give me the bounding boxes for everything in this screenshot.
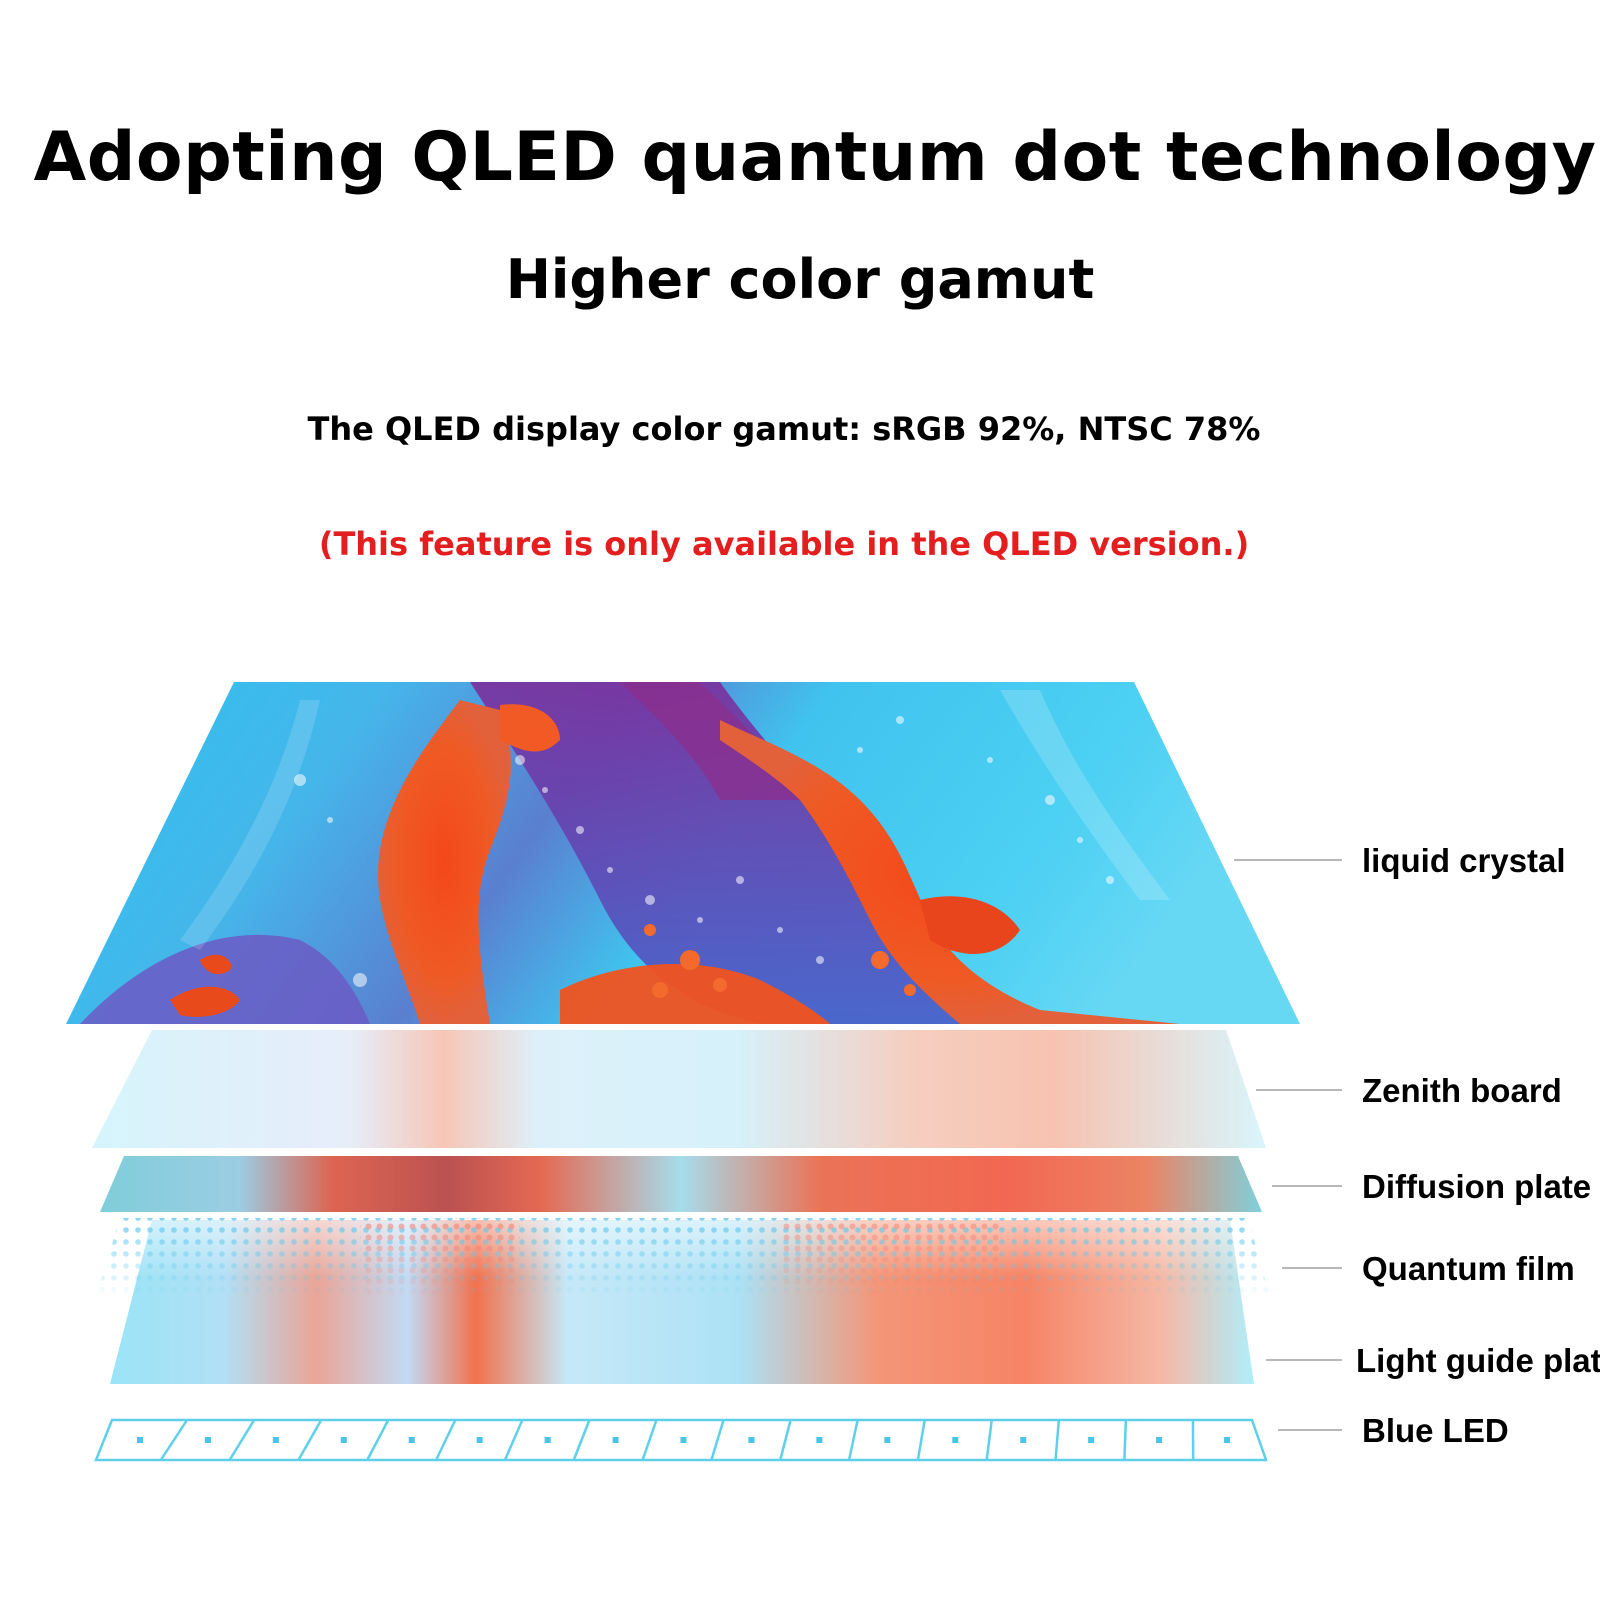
layer-liquid-crystal bbox=[66, 682, 1300, 1024]
label-diffusion-plate: Diffusion plate bbox=[1362, 1168, 1591, 1205]
layer-zenith-board bbox=[92, 1030, 1266, 1148]
label-quantum-film: Quantum film bbox=[1362, 1250, 1575, 1287]
led-cell-divider bbox=[159, 1419, 189, 1461]
led-cell-divider bbox=[779, 1419, 792, 1461]
layer-blue-led bbox=[94, 1418, 1268, 1462]
label-zenith-board: Zenith board bbox=[1362, 1072, 1562, 1109]
led-dot bbox=[1224, 1437, 1231, 1443]
layer-quantum-film bbox=[96, 1218, 1270, 1296]
qled-version-note: (This feature is only available in the Q… bbox=[318, 525, 1250, 563]
led-cell-divider bbox=[847, 1419, 859, 1461]
page-subtitle: Higher color gamut bbox=[505, 248, 1095, 311]
led-dot bbox=[272, 1437, 279, 1443]
led-cell-divider bbox=[434, 1419, 457, 1461]
led-dot bbox=[1020, 1437, 1027, 1443]
label-liquid-crystal: liquid crystal bbox=[1362, 842, 1566, 879]
led-dot bbox=[408, 1437, 415, 1443]
led-cell-divider bbox=[572, 1419, 591, 1461]
led-dot bbox=[544, 1437, 551, 1443]
led-cell-divider bbox=[366, 1419, 390, 1461]
leader-lines bbox=[1234, 859, 1342, 1431]
led-cell-divider bbox=[503, 1419, 524, 1461]
led-dot bbox=[952, 1437, 959, 1443]
led-dot bbox=[612, 1437, 619, 1443]
led-dot bbox=[476, 1437, 483, 1443]
led-cell-divider bbox=[297, 1419, 323, 1461]
led-dot bbox=[1088, 1437, 1095, 1443]
led-dot bbox=[816, 1437, 823, 1443]
led-dot bbox=[340, 1437, 347, 1443]
led-dot bbox=[748, 1437, 755, 1443]
led-dot bbox=[680, 1437, 687, 1443]
led-cell-divider bbox=[710, 1419, 725, 1461]
led-cell-divider bbox=[641, 1419, 658, 1461]
led-cell-divider bbox=[228, 1419, 256, 1461]
label-light-guide-plate: Light guide plate bbox=[1356, 1342, 1600, 1379]
layer-diffusion-plate bbox=[100, 1156, 1262, 1212]
led-dot bbox=[136, 1437, 143, 1443]
page-title: Adopting QLED quantum dot technology bbox=[33, 118, 1597, 197]
led-dot bbox=[1156, 1437, 1163, 1443]
led-cell-divider bbox=[1123, 1419, 1128, 1461]
led-cell-divider bbox=[916, 1419, 926, 1461]
led-cell-divider bbox=[1054, 1419, 1061, 1461]
color-gamut-spec: The QLED display color gamut: sRGB 92%, … bbox=[307, 410, 1261, 448]
led-dot bbox=[884, 1437, 891, 1443]
label-blue-led: Blue LED bbox=[1362, 1412, 1509, 1449]
led-dot bbox=[204, 1437, 211, 1443]
led-cell-divider bbox=[985, 1419, 994, 1461]
